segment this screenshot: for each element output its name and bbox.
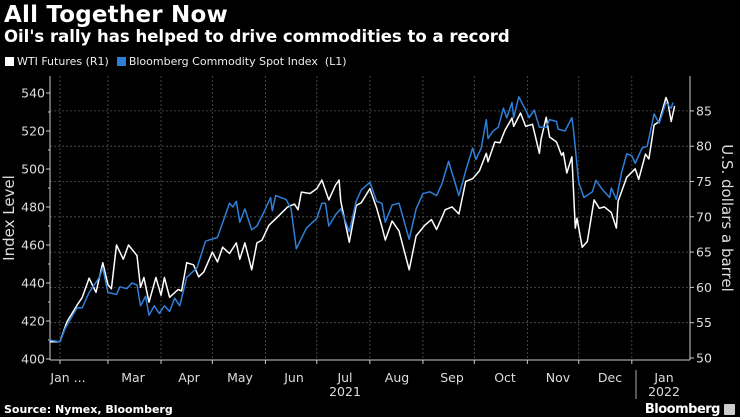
left-axis-tick-label: 440: [21, 276, 45, 291]
right-axis-tick-label: 70: [696, 209, 712, 224]
left-axis-label: Index Level: [0, 175, 18, 261]
right-axis-tick-label: 85: [696, 103, 712, 118]
x-axis-month-label: Jun: [283, 370, 304, 385]
x-axis-month-label: Oct: [494, 370, 516, 385]
left-axis-tick-label: 420: [21, 314, 45, 329]
x-axis-month-label: Jul: [336, 370, 352, 385]
left-axis-tick-label: 460: [21, 238, 45, 253]
legend-label-bcom: Bloomberg Commodity Spot Index (L1): [128, 55, 347, 68]
series-line-wti: [49, 96, 676, 343]
right-axis-tick-label: 55: [696, 315, 712, 330]
x-axis-month-label: Sep: [440, 370, 464, 385]
x-axis-month-label: Jan: [653, 370, 673, 385]
x-axis-year-label: 2021: [329, 384, 361, 399]
left-axis-tick-label: 400: [21, 352, 45, 367]
right-axis-tick-label: 50: [696, 351, 712, 366]
right-axis-tick-label: 60: [696, 280, 712, 295]
series-line-bcom: [49, 96, 674, 343]
brand-logo: Bloomberg: [644, 402, 721, 417]
legend: WTI Futures (R1) Bloomberg Commodity Spo…: [5, 55, 347, 68]
chart-subtitle: Oil's rally has helped to drive commodit…: [4, 27, 510, 46]
bloomberg-chart-icon: [724, 404, 735, 415]
legend-item-bcom: Bloomberg Commodity Spot Index (L1): [116, 55, 347, 68]
x-axis-month-label: Jan ...: [49, 370, 85, 385]
x-axis-year-label: 2022: [648, 384, 680, 399]
legend-swatch-wti: [5, 57, 14, 66]
x-axis-month-label: Nov: [546, 370, 571, 385]
x-axis-month-label: Dec: [598, 370, 622, 385]
legend-swatch-bcom: [116, 57, 126, 66]
right-axis-tick-label: 75: [696, 174, 712, 189]
source-note: Source: Nymex, Bloomberg: [4, 403, 173, 416]
x-axis-month-label: Apr: [178, 370, 200, 385]
chart-title: All Together Now: [4, 2, 228, 28]
right-axis-label: U.S. dollars a barrel: [718, 144, 736, 292]
left-axis-tick-label: 480: [21, 200, 45, 215]
left-axis-tick-label: 500: [21, 162, 45, 177]
legend-item-wti: WTI Futures (R1): [5, 55, 109, 68]
left-axis-tick-label: 540: [21, 86, 45, 101]
x-axis-month-label: Mar: [121, 370, 145, 385]
left-axis-tick-label: 520: [21, 124, 45, 139]
x-axis-month-label: May: [227, 370, 253, 385]
legend-label-wti: WTI Futures (R1): [17, 55, 109, 68]
right-axis-tick-label: 65: [696, 245, 712, 260]
x-axis-month-label: Aug: [385, 370, 409, 385]
right-axis-tick-label: 80: [696, 139, 712, 154]
